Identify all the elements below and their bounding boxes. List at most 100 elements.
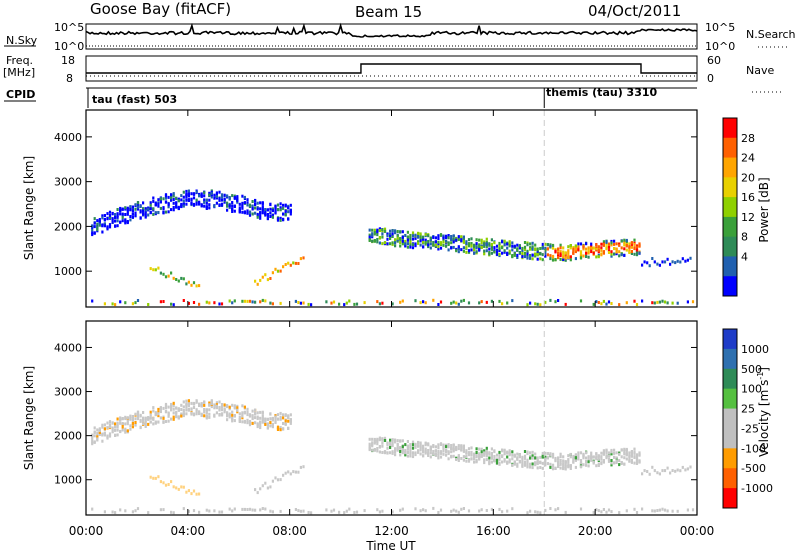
power-cell bbox=[526, 303, 529, 307]
power-cell bbox=[579, 256, 583, 260]
velocity-cell bbox=[355, 510, 359, 514]
velocity-cell bbox=[111, 421, 114, 425]
power-cell bbox=[419, 239, 422, 243]
velocity-cell bbox=[450, 450, 453, 454]
power-cell bbox=[180, 276, 183, 280]
velocity-cell bbox=[210, 405, 213, 409]
velocity-cell bbox=[276, 478, 280, 482]
velocity-cell bbox=[172, 411, 175, 415]
velocity-cell bbox=[462, 444, 465, 448]
velocity-cell bbox=[577, 457, 580, 461]
velocity-cell bbox=[162, 420, 165, 424]
velocity-cell bbox=[511, 450, 514, 454]
velocity-cell bbox=[256, 422, 259, 426]
velocity-colorbar-swatch bbox=[723, 448, 737, 469]
power-cell bbox=[605, 242, 608, 246]
velocity-cell bbox=[409, 445, 412, 448]
power-cell bbox=[534, 243, 537, 247]
velocity-cell bbox=[167, 483, 170, 486]
power-cell bbox=[279, 269, 282, 273]
power-cell bbox=[241, 210, 244, 214]
power-cell bbox=[302, 256, 305, 260]
power-cell bbox=[195, 190, 198, 194]
velocity-cell bbox=[119, 430, 122, 434]
velocity-cell bbox=[164, 483, 168, 487]
power-cell bbox=[167, 274, 170, 278]
velocity-cell bbox=[439, 455, 443, 459]
velocity-cell bbox=[261, 418, 264, 421]
velocity-cell bbox=[422, 449, 425, 453]
velocity-cell bbox=[534, 461, 537, 465]
power-cell bbox=[676, 259, 679, 263]
power-cell bbox=[546, 243, 549, 247]
velocity-cell bbox=[389, 451, 392, 455]
power-cell bbox=[442, 236, 445, 240]
power-cell bbox=[159, 197, 162, 201]
power-cell bbox=[417, 241, 420, 245]
velocity-cell bbox=[172, 415, 175, 419]
power-cell bbox=[96, 226, 99, 230]
power-cell bbox=[103, 217, 106, 221]
velocity-cell bbox=[241, 411, 244, 415]
velocity-cell bbox=[116, 433, 119, 437]
velocity-cell bbox=[180, 414, 183, 418]
velocity-cell bbox=[417, 449, 420, 453]
velocity-cell bbox=[498, 453, 501, 457]
velocity-cell bbox=[147, 417, 150, 421]
velocity-cell bbox=[674, 469, 677, 473]
power-cell bbox=[432, 241, 435, 244]
power-cell bbox=[289, 212, 292, 216]
velocity-cell bbox=[149, 416, 152, 420]
power-cell bbox=[501, 246, 504, 250]
velocity-cell bbox=[534, 452, 537, 456]
power-cell bbox=[108, 216, 112, 219]
velocity-cell bbox=[467, 459, 471, 463]
power-cell bbox=[292, 261, 295, 265]
power-cell bbox=[108, 213, 112, 217]
velocity-cell bbox=[269, 509, 272, 513]
velocity-cell bbox=[559, 462, 562, 466]
power-cell bbox=[391, 242, 394, 246]
power-cell bbox=[572, 246, 575, 249]
power-cell bbox=[447, 248, 450, 252]
power-cell bbox=[490, 242, 493, 246]
power-cell bbox=[345, 301, 348, 305]
freq-tick-hi: 18 bbox=[61, 54, 75, 67]
velocity-cell bbox=[198, 411, 201, 414]
power-cell bbox=[187, 193, 190, 196]
power-cell bbox=[498, 252, 501, 256]
power-cell bbox=[310, 303, 313, 307]
power-cell bbox=[498, 299, 501, 303]
velocity-cell bbox=[521, 457, 524, 461]
power-cell bbox=[658, 300, 661, 304]
velocity-cell bbox=[381, 451, 384, 454]
velocity-cell bbox=[96, 431, 99, 435]
velocity-cell bbox=[417, 450, 420, 454]
power-cell bbox=[643, 260, 646, 264]
velocity-cell bbox=[633, 507, 636, 511]
velocity-cell bbox=[103, 433, 106, 437]
velocity-cell bbox=[600, 451, 603, 455]
velocity-cell bbox=[185, 399, 188, 403]
power-cell bbox=[607, 249, 611, 253]
power-cell bbox=[119, 206, 122, 210]
velocity-cell bbox=[302, 465, 305, 469]
velocity-cell bbox=[669, 471, 672, 475]
power-cell bbox=[544, 251, 547, 255]
velocity-cell bbox=[411, 451, 415, 455]
power-colorbar-tick-3: 16 bbox=[741, 191, 755, 204]
velocity-cell bbox=[529, 462, 532, 466]
power-cell bbox=[338, 302, 341, 306]
power-cell bbox=[574, 257, 577, 261]
velocity-cell bbox=[172, 485, 175, 489]
power-cell bbox=[559, 254, 562, 258]
power-cell bbox=[411, 243, 415, 246]
velocity-cell bbox=[195, 492, 198, 496]
power-cell bbox=[134, 214, 137, 218]
power-cell bbox=[294, 299, 297, 303]
power-cell bbox=[276, 203, 280, 207]
velocity-cell bbox=[437, 454, 440, 457]
velocity-cell bbox=[513, 453, 516, 457]
velocity-cell bbox=[126, 422, 129, 426]
power-cell bbox=[282, 265, 285, 269]
